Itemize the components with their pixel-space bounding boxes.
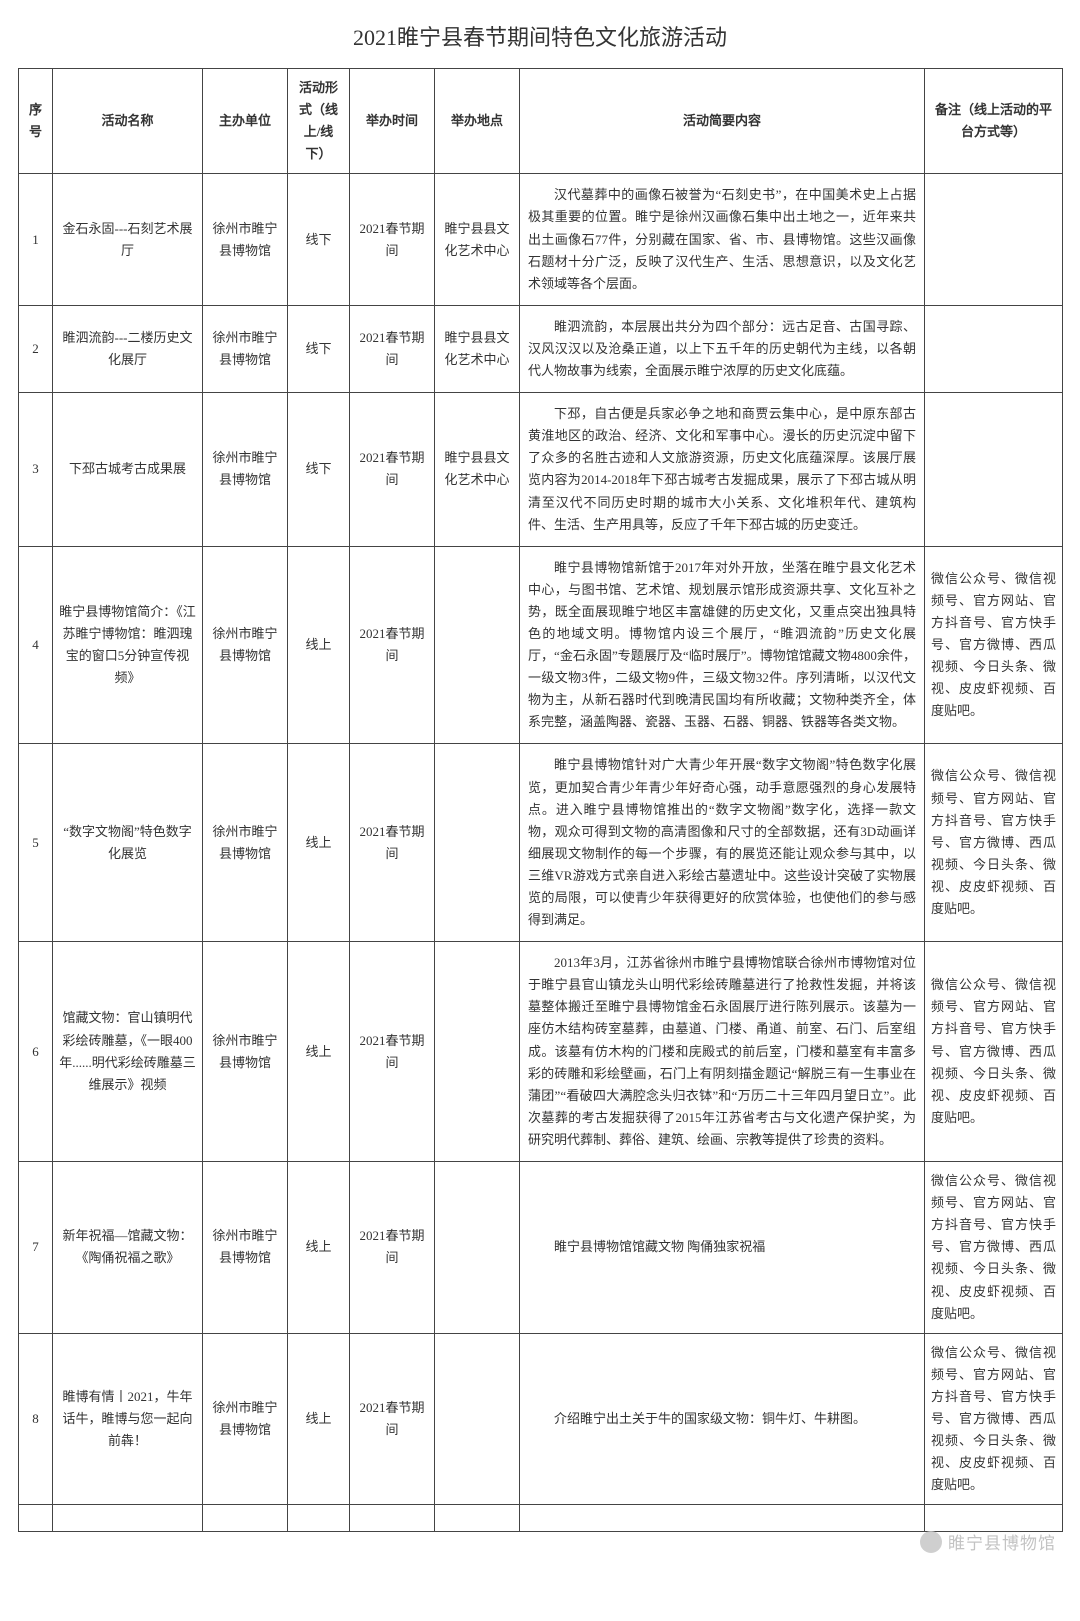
cell-time: 2021春节期间	[350, 942, 435, 1162]
cell-remark: 微信公众号、微信视频号、官方网站、官方抖音号、官方快手号、官方微博、西瓜视频、今…	[925, 1162, 1063, 1334]
cell-desc: 下邳，自古便是兵家必争之地和商贾云集中心，是中原东部古黄淮地区的政治、经济、文化…	[520, 393, 925, 547]
cell-idx: 5	[19, 744, 53, 942]
col-header: 活动名称	[53, 69, 203, 174]
cell-empty	[203, 1505, 288, 1532]
cell-empty	[288, 1505, 350, 1532]
cell-desc: 介绍睢宁出土关于牛的国家级文物：铜牛灯、牛耕图。	[520, 1333, 925, 1505]
wechat-icon	[920, 1531, 942, 1553]
cell-place: 睢宁县县文化艺术中心	[435, 393, 520, 547]
cell-name: “数字文物阁”特色数字化展览	[53, 744, 203, 942]
cell-org: 徐州市睢宁县博物馆	[203, 393, 288, 547]
cell-place	[435, 1333, 520, 1505]
cell-desc: 睢宁县博物馆针对广大青少年开展“数字文物阁”特色数字化展览，更加契合青少年青少年…	[520, 744, 925, 942]
cell-desc: 睢泗流韵，本层展出共分为四个部分：远古足音、古国寻踪、汉风汉汉以及沧桑正道，以上…	[520, 305, 925, 392]
cell-remark: 微信公众号、微信视频号、官方网站、官方抖音号、官方快手号、官方微博、西瓜视频、今…	[925, 1333, 1063, 1505]
cell-form: 线上	[288, 744, 350, 942]
cell-place: 睢宁县县文化艺术中心	[435, 174, 520, 305]
col-header: 举办时间	[350, 69, 435, 174]
cell-name: 睢博有情丨2021，牛年话牛，睢博与您一起向前犇！	[53, 1333, 203, 1505]
cell-remark	[925, 174, 1063, 305]
cell-name: 下邳古城考古成果展	[53, 393, 203, 547]
cell-time: 2021春节期间	[350, 305, 435, 392]
cell-desc: 汉代墓葬中的画像石被誉为“石刻史书”，在中国美术史上占据极其重要的位置。睢宁是徐…	[520, 174, 925, 305]
cell-remark: 微信公众号、微信视频号、官方网站、官方抖音号、官方快手号、官方微博、西瓜视频、今…	[925, 546, 1063, 744]
table-row: 3下邳古城考古成果展徐州市睢宁县博物馆线下2021春节期间睢宁县县文化艺术中心下…	[19, 393, 1063, 547]
table-row: 8睢博有情丨2021，牛年话牛，睢博与您一起向前犇！徐州市睢宁县博物馆线上202…	[19, 1333, 1063, 1505]
cell-empty	[435, 1505, 520, 1532]
col-header: 主办单位	[203, 69, 288, 174]
cell-org: 徐州市睢宁县博物馆	[203, 744, 288, 942]
activities-table: 序号 活动名称 主办单位 活动形式（线上/线下） 举办时间 举办地点 活动简要内…	[18, 68, 1063, 1532]
cell-form: 线上	[288, 942, 350, 1162]
cell-form: 线下	[288, 393, 350, 547]
cell-idx: 4	[19, 546, 53, 744]
cell-form: 线下	[288, 305, 350, 392]
cell-org: 徐州市睢宁县博物馆	[203, 546, 288, 744]
cell-place: 睢宁县县文化艺术中心	[435, 305, 520, 392]
cell-time: 2021春节期间	[350, 1333, 435, 1505]
cell-desc: 睢宁县博物馆新馆于2017年对外开放，坐落在睢宁县文化艺术中心，与图书馆、艺术馆…	[520, 546, 925, 744]
table-row: 5“数字文物阁”特色数字化展览徐州市睢宁县博物馆线上2021春节期间睢宁县博物馆…	[19, 744, 1063, 942]
cell-idx: 6	[19, 942, 53, 1162]
cell-idx: 8	[19, 1333, 53, 1505]
cell-name: 新年祝福—馆藏文物：《陶俑祝福之歌》	[53, 1162, 203, 1334]
cell-idx: 3	[19, 393, 53, 547]
col-header: 举办地点	[435, 69, 520, 174]
cell-desc: 睢宁县博物馆馆藏文物 陶俑独家祝福	[520, 1162, 925, 1334]
cell-idx: 2	[19, 305, 53, 392]
cell-idx: 7	[19, 1162, 53, 1334]
cell-name: 睢泗流韵---二楼历史文化展厅	[53, 305, 203, 392]
table-row-empty	[19, 1505, 1063, 1532]
table-row: 1金石永固---石刻艺术展厅徐州市睢宁县博物馆线下2021春节期间睢宁县县文化艺…	[19, 174, 1063, 305]
col-header: 活动简要内容	[520, 69, 925, 174]
col-header: 活动形式（线上/线下）	[288, 69, 350, 174]
cell-remark: 微信公众号、微信视频号、官方网站、官方抖音号、官方快手号、官方微博、西瓜视频、今…	[925, 744, 1063, 942]
cell-idx: 1	[19, 174, 53, 305]
cell-name: 睢宁县博物馆简介：《江苏睢宁博物馆：睢泗瑰宝的窗口5分钟宣传视频》	[53, 546, 203, 744]
cell-time: 2021春节期间	[350, 744, 435, 942]
cell-empty	[925, 1505, 1063, 1532]
table-row: 4睢宁县博物馆简介：《江苏睢宁博物馆：睢泗瑰宝的窗口5分钟宣传视频》徐州市睢宁县…	[19, 546, 1063, 744]
cell-time: 2021春节期间	[350, 393, 435, 547]
table-row: 7新年祝福—馆藏文物：《陶俑祝福之歌》徐州市睢宁县博物馆线上2021春节期间睢宁…	[19, 1162, 1063, 1334]
cell-empty	[520, 1505, 925, 1532]
cell-org: 徐州市睢宁县博物馆	[203, 174, 288, 305]
cell-empty	[53, 1505, 203, 1532]
cell-empty	[19, 1505, 53, 1532]
page-title: 2021睢宁县春节期间特色文化旅游活动	[18, 20, 1062, 52]
cell-org: 徐州市睢宁县博物馆	[203, 942, 288, 1162]
cell-place	[435, 942, 520, 1162]
cell-remark	[925, 305, 1063, 392]
cell-org: 徐州市睢宁县博物馆	[203, 1162, 288, 1334]
cell-form: 线上	[288, 1162, 350, 1334]
cell-time: 2021春节期间	[350, 174, 435, 305]
cell-desc: 2013年3月，江苏省徐州市睢宁县博物馆联合徐州市博物馆对位于睢宁县官山镇龙头山…	[520, 942, 925, 1162]
table-row: 6馆藏文物：官山镇明代彩绘砖雕墓，《一眼400年......明代彩绘砖雕墓三维展…	[19, 942, 1063, 1162]
cell-place	[435, 546, 520, 744]
cell-time: 2021春节期间	[350, 1162, 435, 1334]
cell-form: 线上	[288, 1333, 350, 1505]
cell-form: 线下	[288, 174, 350, 305]
cell-remark: 微信公众号、微信视频号、官方网站、官方抖音号、官方快手号、官方微博、西瓜视频、今…	[925, 942, 1063, 1162]
col-header: 备注（线上活动的平台方式等）	[925, 69, 1063, 174]
table-row: 2睢泗流韵---二楼历史文化展厅徐州市睢宁县博物馆线下2021春节期间睢宁县县文…	[19, 305, 1063, 392]
cell-place	[435, 744, 520, 942]
table-header-row: 序号 活动名称 主办单位 活动形式（线上/线下） 举办时间 举办地点 活动简要内…	[19, 69, 1063, 174]
cell-name: 金石永固---石刻艺术展厅	[53, 174, 203, 305]
cell-place	[435, 1162, 520, 1334]
cell-org: 徐州市睢宁县博物馆	[203, 1333, 288, 1505]
watermark-text: 睢宁县博物馆	[948, 1529, 1056, 1554]
cell-time: 2021春节期间	[350, 546, 435, 744]
cell-empty	[350, 1505, 435, 1532]
cell-name: 馆藏文物：官山镇明代彩绘砖雕墓，《一眼400年......明代彩绘砖雕墓三维展示…	[53, 942, 203, 1162]
cell-org: 徐州市睢宁县博物馆	[203, 305, 288, 392]
cell-remark	[925, 393, 1063, 547]
watermark: 睢宁县博物馆	[920, 1529, 1056, 1554]
cell-form: 线上	[288, 546, 350, 744]
col-header: 序号	[19, 69, 53, 174]
